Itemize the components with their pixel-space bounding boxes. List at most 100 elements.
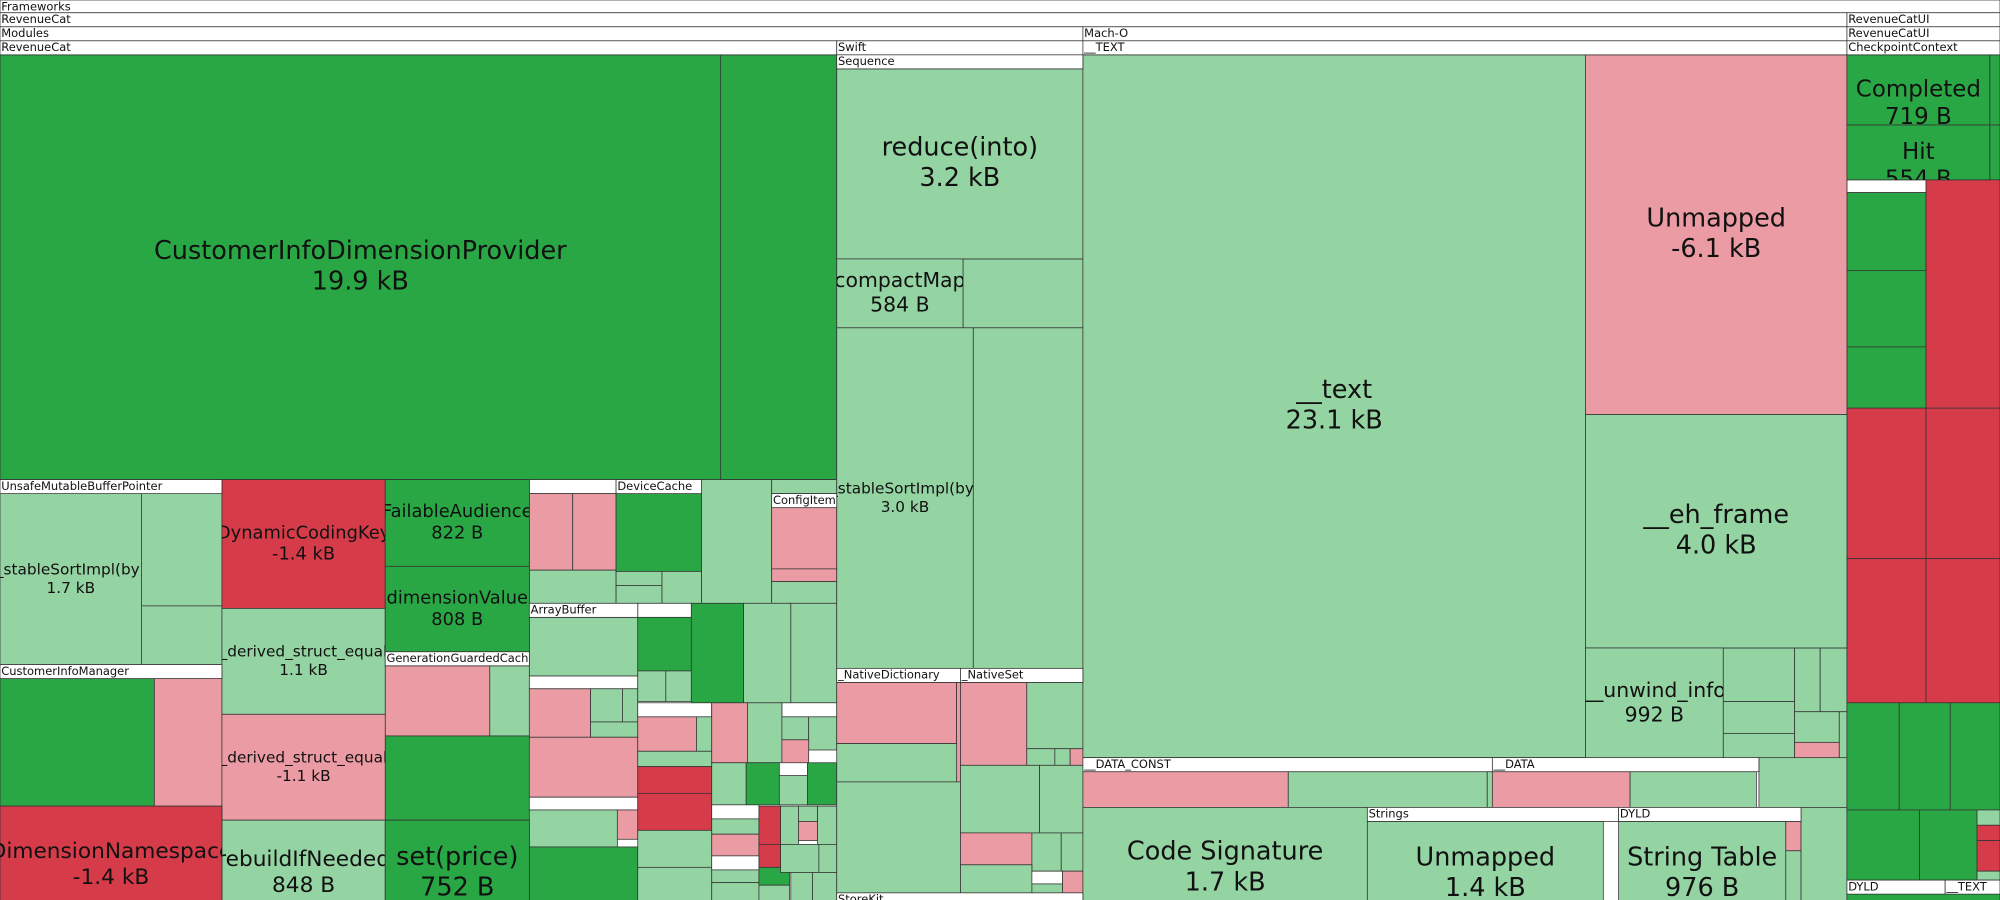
- treemap-cell[interactable]: [221, 819, 386, 900]
- treemap-cell[interactable]: [960, 764, 1040, 834]
- treemap-cell[interactable]: [720, 54, 838, 480]
- treemap-cell[interactable]: [637, 716, 697, 752]
- treemap-cell[interactable]: [778, 775, 808, 806]
- treemap-cell[interactable]: [615, 571, 663, 586]
- treemap-cell[interactable]: [1031, 832, 1062, 872]
- treemap-cell[interactable]: [615, 493, 702, 572]
- group-header[interactable]: [1944, 879, 2000, 895]
- treemap-cell[interactable]: [637, 702, 713, 718]
- treemap-cell[interactable]: [711, 882, 760, 900]
- treemap-cell[interactable]: [1846, 270, 1927, 348]
- treemap-cell[interactable]: [384, 665, 491, 737]
- treemap-cell[interactable]: [1585, 647, 1724, 760]
- treemap-cell[interactable]: [0, 493, 142, 665]
- treemap-cell[interactable]: [153, 678, 223, 807]
- treemap-cell[interactable]: [960, 864, 1033, 894]
- treemap-cell[interactable]: [1919, 809, 1978, 881]
- treemap-cell[interactable]: [0, 678, 155, 807]
- treemap-cell[interactable]: [615, 585, 663, 604]
- treemap-cell[interactable]: [771, 568, 838, 583]
- treemap-cell[interactable]: [1031, 883, 1063, 894]
- treemap-cell[interactable]: [1846, 407, 1927, 560]
- treemap-cell[interactable]: [637, 829, 713, 868]
- treemap-cell[interactable]: [758, 844, 781, 868]
- treemap-cell[interactable]: [637, 866, 713, 900]
- treemap-cell[interactable]: [1846, 893, 2000, 900]
- treemap-cell[interactable]: [590, 688, 623, 723]
- group-header[interactable]: [1491, 757, 1760, 773]
- treemap-cell[interactable]: [528, 675, 639, 690]
- treemap-cell[interactable]: [1989, 124, 2000, 181]
- treemap-cell[interactable]: [836, 682, 958, 745]
- treemap-cell[interactable]: [637, 766, 713, 794]
- treemap-cell[interactable]: [1794, 741, 1840, 760]
- group-header[interactable]: [836, 892, 1084, 900]
- treemap-cell[interactable]: [661, 571, 702, 604]
- treemap-cell[interactable]: [696, 716, 713, 752]
- treemap-cell[interactable]: [637, 750, 713, 767]
- group-header[interactable]: [1082, 26, 1848, 42]
- treemap-cell[interactable]: [384, 819, 530, 900]
- treemap-cell[interactable]: [711, 855, 760, 871]
- group-header[interactable]: [0, 479, 223, 495]
- treemap-cell[interactable]: [1722, 733, 1796, 760]
- treemap-cell[interactable]: [1925, 407, 2000, 560]
- treemap-cell[interactable]: [1629, 771, 1757, 808]
- treemap-cell[interactable]: [1082, 807, 1368, 900]
- treemap-cell[interactable]: [758, 805, 781, 845]
- treemap-cell[interactable]: [528, 809, 618, 848]
- treemap-cell[interactable]: [1846, 192, 1927, 271]
- treemap-cell[interactable]: [817, 805, 838, 845]
- treemap-cell[interactable]: [836, 258, 964, 329]
- treemap-cell[interactable]: [711, 869, 760, 884]
- treemap-cell[interactable]: [711, 833, 760, 857]
- group-header[interactable]: [0, 40, 838, 56]
- group-header[interactable]: [0, 12, 1848, 28]
- treemap-cell[interactable]: [1976, 840, 2000, 872]
- treemap-cell[interactable]: [711, 762, 747, 806]
- treemap-cell[interactable]: [1585, 54, 1848, 415]
- treemap-cell[interactable]: [1722, 701, 1796, 734]
- treemap-cell[interactable]: [781, 716, 810, 741]
- treemap-cell[interactable]: [790, 602, 838, 704]
- treemap-cell[interactable]: [771, 581, 838, 604]
- treemap-cell[interactable]: [1287, 771, 1488, 808]
- treemap-cell[interactable]: [836, 743, 958, 783]
- treemap-cell[interactable]: [818, 844, 838, 873]
- treemap-cell[interactable]: [711, 804, 760, 820]
- group-header[interactable]: [836, 40, 1084, 56]
- treemap-cell[interactable]: [1060, 832, 1084, 872]
- treemap-cell[interactable]: [1846, 179, 1927, 193]
- treemap-cell[interactable]: [1026, 748, 1056, 766]
- treemap-cell[interactable]: [1794, 647, 1821, 713]
- treemap-cell[interactable]: [1838, 711, 1848, 760]
- group-header[interactable]: [0, 26, 1084, 42]
- group-header[interactable]: [0, 664, 223, 679]
- treemap-cell[interactable]: [590, 721, 639, 738]
- treemap-cell[interactable]: [637, 602, 692, 618]
- treemap-cell[interactable]: [1039, 764, 1084, 834]
- treemap-cell[interactable]: [1976, 809, 2000, 826]
- treemap-cell[interactable]: [836, 327, 974, 669]
- treemap-cell[interactable]: [1031, 870, 1063, 885]
- treemap-cell[interactable]: [1976, 824, 2000, 841]
- treemap-cell[interactable]: [1898, 702, 1951, 811]
- treemap-cell[interactable]: [690, 602, 745, 704]
- treemap-cell[interactable]: [221, 479, 386, 609]
- treemap-cell[interactable]: [711, 818, 760, 835]
- treemap-cell[interactable]: [1486, 771, 1493, 808]
- group-header[interactable]: [771, 493, 838, 509]
- group-header[interactable]: [0, 0, 2000, 14]
- treemap-cell[interactable]: [1925, 558, 2000, 704]
- treemap-cell[interactable]: [1758, 757, 1848, 808]
- treemap-cell[interactable]: [637, 616, 692, 672]
- treemap-cell[interactable]: [798, 805, 818, 822]
- treemap-cell[interactable]: [1846, 702, 1900, 811]
- treemap-cell[interactable]: [812, 872, 838, 900]
- treemap-cell[interactable]: [1082, 771, 1289, 808]
- treemap-cell[interactable]: [711, 702, 748, 764]
- treemap-cell[interactable]: [1785, 850, 1802, 900]
- treemap-cell[interactable]: [637, 792, 713, 831]
- treemap-cell[interactable]: [1800, 807, 1848, 900]
- treemap-cell[interactable]: [960, 682, 1028, 766]
